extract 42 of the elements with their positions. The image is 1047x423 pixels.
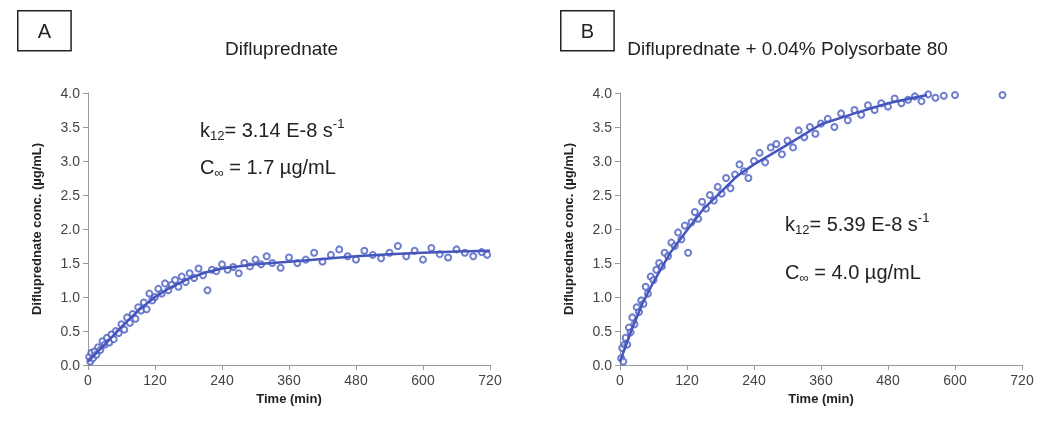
y-tick-label: 3.0 <box>60 153 81 169</box>
y-axis-title: Difluprednate conc. (µg/mL) <box>561 142 576 316</box>
x-axis-title: Time (min) <box>788 390 854 406</box>
x-tick-label: 240 <box>742 372 766 388</box>
y-tick-label: 2.0 <box>60 221 81 237</box>
annotation: C∞ = 4.0 µg/mL <box>785 260 921 285</box>
y-tick-label: 3.5 <box>592 119 613 135</box>
annotation: C∞ = 1.7 µg/mL <box>200 155 336 180</box>
text: A <box>37 19 52 42</box>
x-tick-label: 120 <box>675 372 699 388</box>
y-tick-label: 3.0 <box>592 153 613 169</box>
x-tick-label: 480 <box>344 372 368 388</box>
y-tick-label: 1.0 <box>592 289 613 305</box>
chart-title: Difluprednate <box>225 38 339 59</box>
y-tick-label: 4.0 <box>592 85 613 101</box>
y-tick-label: 4.0 <box>60 85 81 101</box>
y-tick-label: 0.5 <box>592 323 613 339</box>
y-axis-title: Difluprednate conc. (µg/mL) <box>29 142 44 316</box>
x-tick-label: 360 <box>809 372 833 388</box>
x-tick-label: 0 <box>616 372 625 388</box>
x-tick-label: 120 <box>143 372 167 388</box>
y-tick-label: 0.5 <box>60 323 81 339</box>
x-tick-label: 600 <box>411 372 435 388</box>
y-tick-label: 1.0 <box>60 289 81 305</box>
x-tick-label: 600 <box>943 372 967 388</box>
chart-title: Difluprednate + 0.04% Polysorbate 80 <box>627 38 948 59</box>
x-tick-label: 720 <box>1010 372 1034 388</box>
x-tick-label: 720 <box>478 372 502 388</box>
x-tick-label: 480 <box>876 372 900 388</box>
y-tick-label: 0.0 <box>592 357 613 373</box>
y-tick-label: 0.0 <box>60 357 81 373</box>
y-tick-label: 1.5 <box>592 255 613 271</box>
y-tick-label: 1.5 <box>60 255 81 271</box>
y-tick-label: 2.0 <box>592 221 613 237</box>
x-axis-title: Time (min) <box>256 390 322 406</box>
x-tick-label: 240 <box>210 372 234 388</box>
y-tick-label: 2.5 <box>592 187 613 203</box>
x-tick-label: 360 <box>277 372 301 388</box>
text: B <box>580 19 595 42</box>
y-tick-label: 2.5 <box>60 187 81 203</box>
x-tick-label: 0 <box>84 372 93 388</box>
y-tick-label: 3.5 <box>60 119 81 135</box>
